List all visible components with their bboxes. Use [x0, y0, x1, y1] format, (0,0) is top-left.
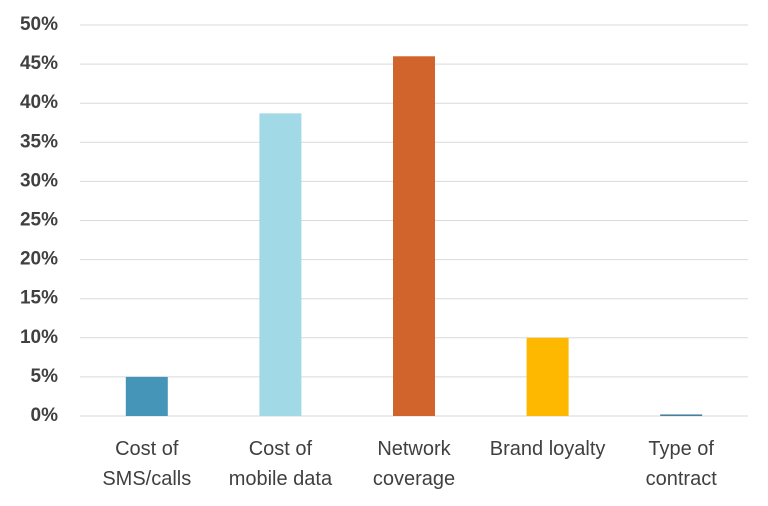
- x-tick-label: Brand loyalty: [489, 438, 606, 460]
- y-tick-label: 20%: [20, 249, 58, 270]
- x-tick-label: Cost of mobile data: [228, 438, 333, 490]
- bar: [259, 113, 302, 416]
- bar: [393, 56, 435, 416]
- y-tick-label: 0%: [31, 405, 59, 426]
- x-tick-label: Type of contract: [645, 438, 717, 490]
- y-tick-label: 15%: [20, 288, 58, 309]
- y-tick-label: 35%: [20, 131, 58, 152]
- bar: [125, 376, 168, 416]
- y-tick-label: 40%: [20, 92, 58, 113]
- bar: [526, 337, 569, 416]
- bar: [660, 414, 703, 416]
- x-tick-label: Network coverage: [372, 438, 456, 490]
- y-tick-label: 25%: [20, 210, 58, 231]
- y-tick-label: 10%: [20, 327, 58, 348]
- y-tick-label: 5%: [31, 366, 59, 387]
- x-tick-label: Cost of SMS/calls: [102, 438, 192, 490]
- y-tick-label: 50%: [20, 14, 58, 35]
- y-tick-label: 45%: [20, 53, 58, 74]
- y-tick-label: 30%: [20, 170, 58, 191]
